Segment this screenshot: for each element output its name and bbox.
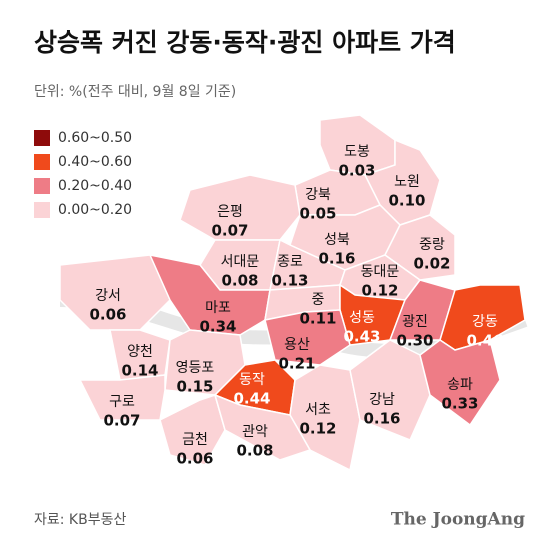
district-value: 0.07 <box>211 222 248 240</box>
district-value: 0.44 <box>233 390 270 408</box>
district-name: 종로 <box>277 254 303 270</box>
district-value: 0.03 <box>338 162 375 180</box>
district-value: 0.13 <box>271 272 308 290</box>
subtitle: 단위: %(전주 대비, 9월 8일 기준) <box>34 84 236 100</box>
district-value: 0.43 <box>343 328 380 346</box>
district-name: 용산 <box>284 337 310 353</box>
legend-label: 0.60~0.50 <box>58 130 132 146</box>
district <box>419 339 501 427</box>
district-value: 0.08 <box>221 272 258 290</box>
district-name: 서초 <box>305 402 331 418</box>
legend-swatch <box>34 178 50 194</box>
district-value: 0.06 <box>89 306 126 324</box>
district-name: 중 <box>312 292 325 308</box>
district-name: 강남 <box>369 392 395 408</box>
district-value: 0.08 <box>236 442 273 460</box>
district-value: 0.15 <box>176 378 213 396</box>
district-name: 성북 <box>324 232 350 248</box>
district-value: 0.02 <box>413 255 450 273</box>
district-name: 도봉 <box>344 144 370 160</box>
chart-title: 상승폭 커진 강동·동작·광진 아파트 가격 <box>34 28 456 57</box>
district-value: 0.05 <box>299 205 336 223</box>
district-value: 0.21 <box>278 355 315 373</box>
district-value: 0.14 <box>121 362 158 380</box>
legend-label: 0.40~0.60 <box>58 154 132 170</box>
legend-swatch <box>34 202 50 218</box>
district-name: 중랑 <box>419 237 445 253</box>
district <box>78 374 166 421</box>
district-name: 강북 <box>305 187 331 203</box>
district-name: 강동 <box>472 314 498 330</box>
district-name: 마포 <box>205 300 231 316</box>
district-name: 송파 <box>447 377 473 393</box>
district-value: 0.11 <box>299 310 336 328</box>
district-name: 서대문 <box>221 254 260 270</box>
district-value: 0.33 <box>441 395 478 413</box>
district-name: 양천 <box>127 344 153 360</box>
district-name: 동대문 <box>361 264 400 280</box>
district-name: 영등포 <box>176 360 215 376</box>
district-value: 0.16 <box>363 410 400 428</box>
district-value: 0.12 <box>361 282 398 300</box>
district-name: 금천 <box>182 432 208 448</box>
district-name: 관악 <box>242 424 268 440</box>
brand: The JoongAng <box>391 510 525 530</box>
district-name: 성동 <box>349 310 375 326</box>
district-value: 0.10 <box>388 192 425 210</box>
district <box>213 393 312 461</box>
legend-swatch <box>34 130 50 146</box>
district-value: 0.16 <box>318 250 355 268</box>
district-name: 강서 <box>95 288 121 304</box>
district-value: 0.07 <box>103 412 140 430</box>
district-name: 노원 <box>394 174 420 190</box>
district-value: 0.34 <box>199 318 236 336</box>
district-value: 0.12 <box>299 420 336 438</box>
district-name: 광진 <box>402 314 428 330</box>
legend-swatch <box>34 154 50 170</box>
district-value: 0.06 <box>176 450 213 468</box>
district-value: 0.30 <box>396 332 433 350</box>
map <box>59 114 528 472</box>
district <box>179 174 301 241</box>
district-value: 0.46 <box>466 332 503 350</box>
district-name: 동작 <box>239 372 265 388</box>
source: 자료: KB부동산 <box>34 512 126 528</box>
legend-label: 0.20~0.40 <box>58 178 132 194</box>
district-name: 은평 <box>217 204 243 220</box>
labels: 도봉 0.03 노원 0.10 강북 0.05 은평 0.07 성북 0.16 중랑 0.02 서대문 0… <box>89 144 503 468</box>
legend-label: 0.00~0.20 <box>58 202 132 218</box>
district-name: 구로 <box>109 394 135 410</box>
